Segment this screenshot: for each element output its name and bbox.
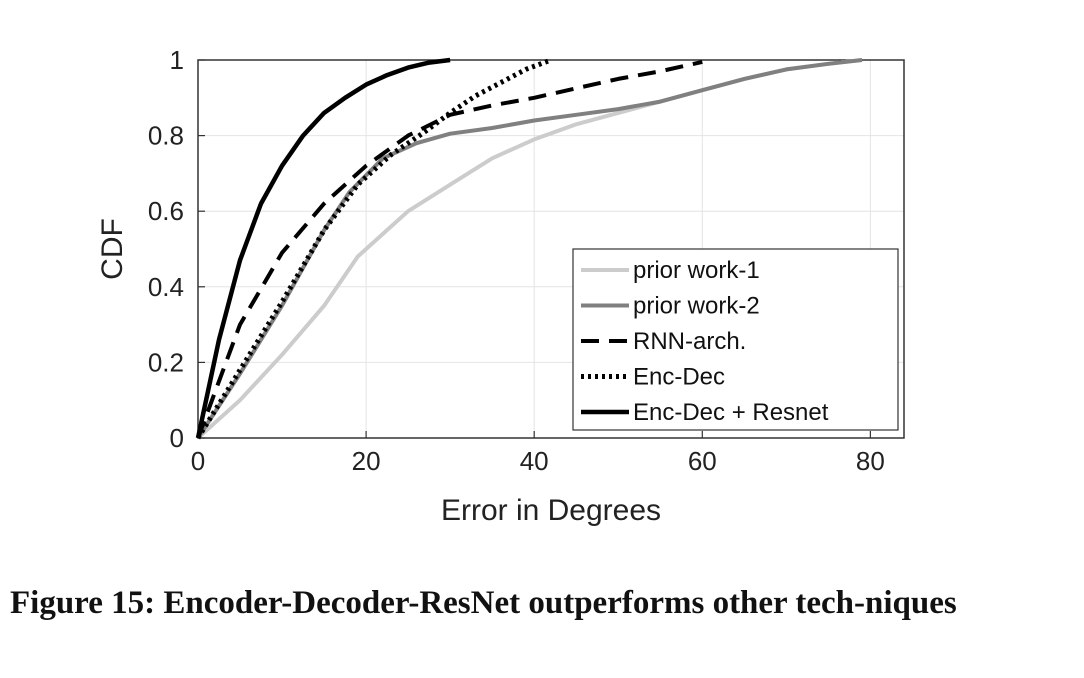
x-axis-title: Error in Degrees [441, 494, 661, 527]
plot-area-frame [197, 59, 905, 439]
axis-ticks: 0 20 40 60 80 0 0.2 0.4 0.6 0.8 1 [148, 45, 885, 476]
legend-label: prior work-2 [633, 293, 760, 320]
legend-label: Enc-Dec [633, 364, 725, 391]
x-tick-label: 40 [520, 446, 549, 476]
series-line-4 [195, 57, 451, 439]
x-tick-label: 20 [352, 446, 381, 476]
figure-caption: Figure 15: Encoder-Decoder-ResNet outper… [10, 585, 957, 621]
y-tick-label: 0.8 [148, 121, 184, 151]
series-line-1 [196, 58, 863, 440]
x-tick-label: 80 [856, 446, 885, 476]
y-axis-title: CDF [96, 218, 129, 280]
legend: prior work-1 prior work-2 RNN-arch. Enc-Dec… [572, 248, 899, 431]
cdf-chart: 0 20 40 60 80 0 0.2 0.4 0.6 0.8 1 Error in Degrees… [96, 45, 905, 527]
legend-label: Enc-Dec + Resnet [633, 399, 829, 426]
series-lines [195, 57, 863, 440]
y-tick-label: 0.2 [148, 347, 184, 377]
y-tick-label: 1 [170, 45, 184, 75]
series-line-3 [195, 57, 552, 440]
legend-label: prior work-1 [633, 257, 760, 284]
legend-label: RNN-arch. [633, 328, 746, 355]
x-tick-label: 60 [688, 446, 717, 476]
x-tick-label: 0 [191, 446, 205, 476]
y-tick-label: 0.6 [148, 196, 184, 226]
y-tick-label: 0 [170, 423, 184, 453]
y-tick-label: 0.4 [148, 272, 184, 302]
legend-box [572, 248, 899, 431]
